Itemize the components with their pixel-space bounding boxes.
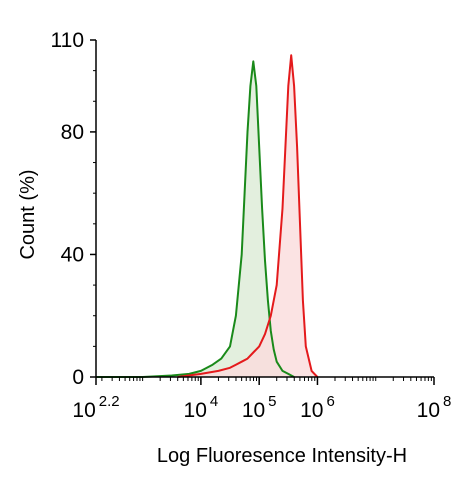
x-tick-exponent: 5 [268, 393, 276, 410]
x-tick-label: 10 2.2 [72, 393, 119, 422]
series-1-line [96, 60, 295, 378]
x-tick-label: 10 8 [417, 393, 452, 422]
x-tick-base: 10 [72, 399, 95, 422]
x-tick-label: 10 4 [184, 393, 219, 422]
x-tick-exponent: 2.2 [99, 393, 120, 410]
y-tick-label: 80 [61, 121, 84, 144]
x-tick-base: 10 [184, 399, 207, 422]
x-tick-label: 10 5 [242, 393, 277, 422]
x-tick-base: 10 [417, 399, 440, 422]
x-tick-label: 10 6 [300, 393, 335, 422]
y-tick-label: 0 [72, 366, 84, 389]
series-2-fill [177, 55, 318, 378]
series-1-fill [96, 61, 295, 378]
y-tick-label: 40 [61, 243, 84, 266]
y-axis-label: Count (%) [17, 169, 39, 259]
y-tick-label: 110 [51, 29, 84, 52]
x-tick-exponent: 8 [443, 393, 451, 410]
x-tick-exponent: 4 [210, 393, 218, 410]
series-2-line [177, 54, 319, 378]
x-tick-base: 10 [300, 399, 323, 422]
x-tick-exponent: 6 [326, 393, 334, 410]
x-tick-base: 10 [242, 399, 265, 422]
x-axis-label: Log Fluoresence Intensity-H [157, 445, 407, 467]
